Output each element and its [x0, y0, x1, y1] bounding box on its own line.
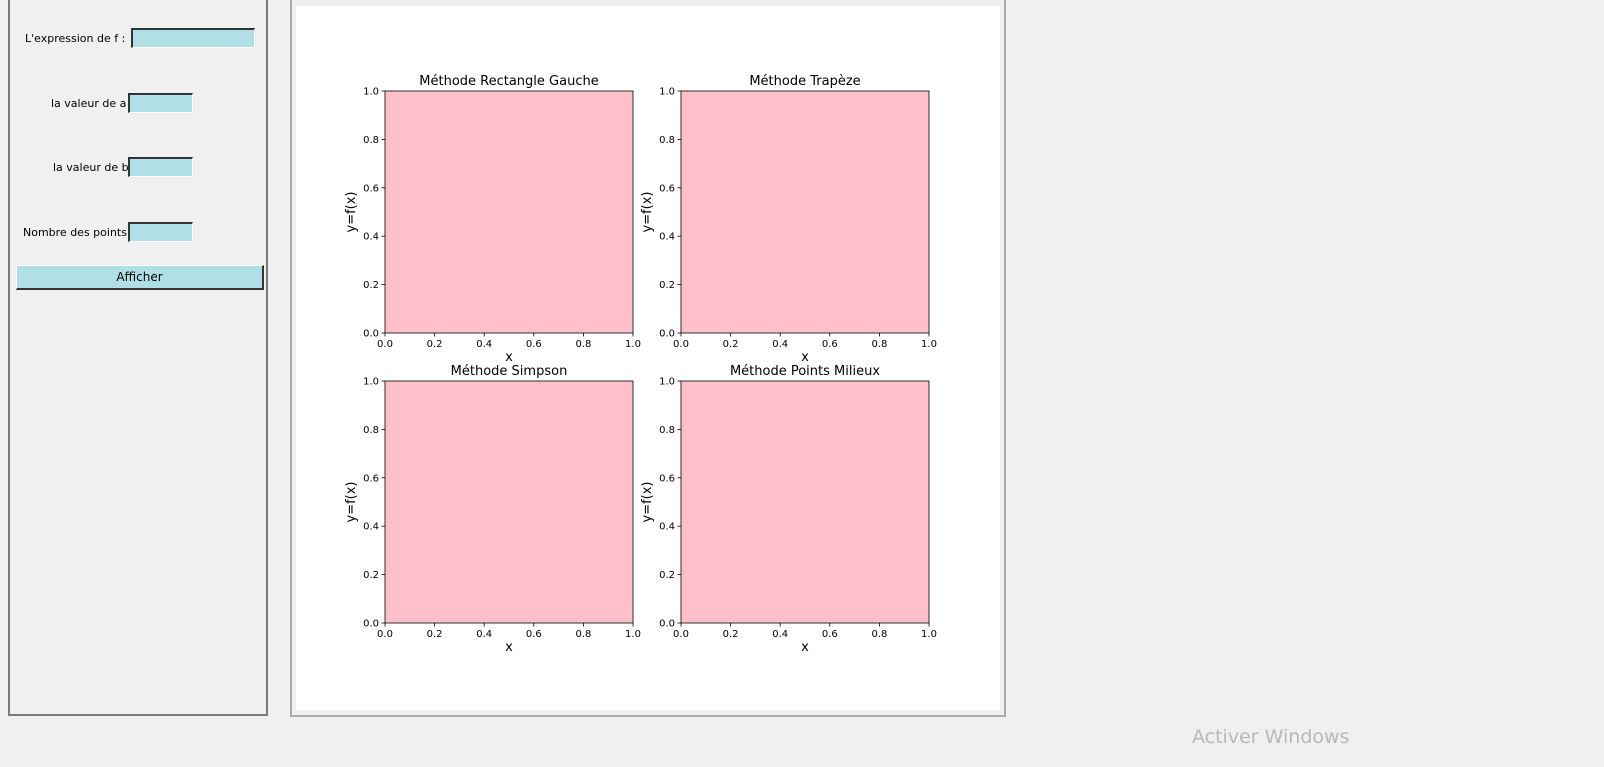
- a-value-input[interactable]: [128, 93, 193, 113]
- subplot-1-xlabel: x: [505, 350, 513, 365]
- subplot-1-ytick-label: 0.0: [363, 329, 379, 340]
- subplot-4-ytick-label: 0.2: [659, 570, 675, 581]
- subplot-1-ylabel: y=f(x): [344, 192, 359, 233]
- subplot-4-ytick-label: 0.8: [659, 425, 675, 436]
- input-panel: L'expression de f : la valeur de a : la …: [8, 0, 268, 716]
- subplot-2-xtick-label: 0.4: [772, 339, 788, 350]
- subplot-4-xtick-label: 0.8: [871, 629, 887, 640]
- expression-input[interactable]: [131, 28, 255, 48]
- subplot-4-xtick-label: 1.0: [921, 629, 937, 640]
- subplot-1-ytick-label: 0.2: [363, 280, 379, 291]
- subplot-3-ytick-label: 1.0: [363, 377, 379, 388]
- points-count-input[interactable]: [128, 222, 193, 242]
- points-count-label: Nombre des points:: [23, 226, 131, 239]
- subplot-3-ytick-label: 0.8: [363, 425, 379, 436]
- subplot-4-xlabel: x: [801, 640, 809, 655]
- subplot-4-ylabel: y=f(x): [640, 482, 655, 523]
- a-value-label: la valeur de a :: [51, 97, 134, 110]
- afficher-button[interactable]: Afficher: [16, 265, 264, 290]
- subplot-4-xtick-label: 0.0: [673, 629, 689, 640]
- subplot-4-xtick-label: 0.2: [723, 629, 739, 640]
- subplot-3-ytick-label: 0.0: [363, 619, 379, 630]
- subplot-4-ytick-label: 0.6: [659, 473, 675, 484]
- subplot-1-xtick-label: 0.8: [575, 339, 591, 350]
- subplot-1-xtick-label: 0.2: [427, 339, 443, 350]
- subplot-3-xtick-label: 0.6: [526, 629, 542, 640]
- subplot-4-title: Méthode Points Milieux: [730, 364, 880, 379]
- plot-canvas-frame: 0.0 0.2 0.4 0.6 0.8 1.0 0.0 0.2 0.4 0.6 0.8 1.0 Méth…: [290, 0, 1006, 717]
- subplot-2-ytick-label: 0.6: [659, 183, 675, 194]
- subplot-4-ytick-label: 0.0: [659, 619, 675, 630]
- subplot-2-xtick-label: 0.0: [673, 339, 689, 350]
- subplot-3-xtick-label: 0.0: [377, 629, 393, 640]
- subplot-3-xlabel: x: [505, 640, 513, 655]
- subplot-1-ytick-label: 0.6: [363, 183, 379, 194]
- subplot-1-title: Méthode Rectangle Gauche: [419, 74, 598, 89]
- subplot-1-ytick-label: 0.8: [363, 135, 379, 146]
- expression-label: L'expression de f :: [25, 32, 126, 45]
- subplot-4-ytick-label: 0.4: [659, 522, 675, 533]
- subplot-2-xlabel: x: [801, 350, 809, 365]
- subplot-2-xtick-label: 0.8: [871, 339, 887, 350]
- subplot-1-ytick-label: 1.0: [363, 87, 379, 98]
- subplot-2-ytick-label: 1.0: [659, 87, 675, 98]
- subplot-1-xtick-label: 0.0: [377, 339, 393, 350]
- subplot-4-xtick-label: 0.4: [772, 629, 788, 640]
- subplot-1-xtick-label: 0.4: [476, 339, 492, 350]
- subplot-4-axes: [680, 380, 930, 624]
- subplot-1-ytick-label: 0.4: [363, 232, 379, 243]
- subplot-3-xtick-label: 0.8: [575, 629, 591, 640]
- subplot-2-title: Méthode Trapèze: [749, 74, 860, 89]
- subplot-3-ylabel: y=f(x): [344, 482, 359, 523]
- subplot-2-ytick-label: 0.4: [659, 232, 675, 243]
- subplot-4-xtick-label: 0.6: [822, 629, 838, 640]
- subplot-2-xtick-label: 1.0: [921, 339, 937, 350]
- subplot-3-title: Méthode Simpson: [451, 364, 568, 379]
- subplot-1-axes: [384, 90, 634, 334]
- subplot-4-ytick-label: 1.0: [659, 377, 675, 388]
- subplot-2-ytick-label: 0.8: [659, 135, 675, 146]
- b-value-input[interactable]: [128, 157, 193, 177]
- subplot-2-xtick-label: 0.6: [822, 339, 838, 350]
- subplot-3-xtick-label: 0.4: [476, 629, 492, 640]
- subplot-3-ytick-label: 0.6: [363, 473, 379, 484]
- subplot-2-ytick-label: 0.0: [659, 329, 675, 340]
- subplot-2-ylabel: y=f(x): [640, 192, 655, 233]
- subplot-2-ytick-label: 0.2: [659, 280, 675, 291]
- activate-windows-watermark: Activer Windows: [1192, 726, 1350, 748]
- subplot-1-xtick-label: 0.6: [526, 339, 542, 350]
- subplot-3-ytick-label: 0.2: [363, 570, 379, 581]
- subplots-figure: 0.0 0.2 0.4 0.6 0.8 1.0 0.0 0.2 0.4 0.6 0.8 1.0 Méth…: [344, 74, 937, 655]
- b-value-label: la valeur de b:: [53, 161, 133, 174]
- subplot-1-xtick-label: 1.0: [625, 339, 641, 350]
- subplot-2-axes: [680, 90, 930, 334]
- subplot-2-xtick-label: 0.2: [723, 339, 739, 350]
- subplot-3-xtick-label: 1.0: [625, 629, 641, 640]
- subplot-3-ytick-label: 0.4: [363, 522, 379, 533]
- plot-canvas: 0.0 0.2 0.4 0.6 0.8 1.0 0.0 0.2 0.4 0.6 0.8 1.0 Méth…: [296, 6, 1000, 710]
- subplot-3-xtick-label: 0.2: [427, 629, 443, 640]
- subplot-3-axes: [384, 380, 634, 624]
